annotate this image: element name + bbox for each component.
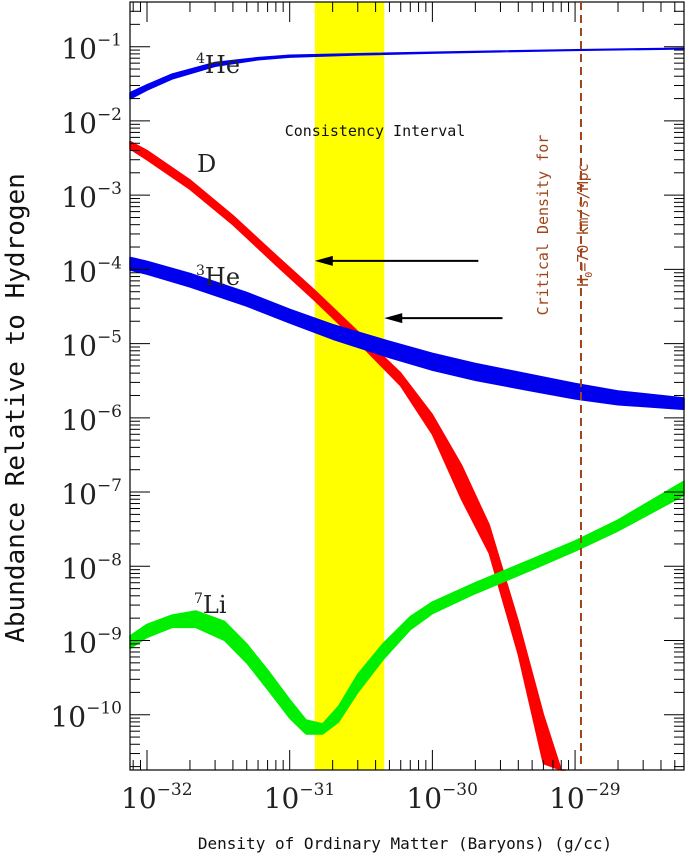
pointer-arrow-head <box>314 255 333 266</box>
band-label: Consistency Interval <box>285 122 466 140</box>
consistency-band-group <box>314 2 385 770</box>
y-tick-label: 10−8 <box>61 550 122 585</box>
critical-density-label-line2: H0=70 km/s/Mpc <box>574 163 595 286</box>
x-axis-title: Density of Ordinary Matter (Baryons) (g/… <box>198 834 612 853</box>
pointer-arrow-head <box>384 313 403 324</box>
x-tick-label: 10−32 <box>121 780 193 815</box>
y-tick-label: 10−7 <box>61 476 122 511</box>
x-tick-label: 10−30 <box>406 780 478 815</box>
critical-density-label-line1: Critical Density for <box>534 135 552 316</box>
y-tick-label: 10−6 <box>61 402 122 437</box>
x-tick-label: 10−31 <box>264 780 336 815</box>
y-tick-label: 10−4 <box>61 253 122 288</box>
y-tick-label: 10−3 <box>61 179 122 214</box>
annotations-group: 4He D 3He 7Li Critical Density for H0=70 km/s… <box>194 2 595 770</box>
y-axis-title: Abundance Relative to Hydrogen <box>1 173 31 643</box>
y-tick-label: 10−1 <box>61 31 122 66</box>
y-tick-label: 10−10 <box>50 699 122 734</box>
helium-4-label: 4He <box>196 51 240 79</box>
y-tick-label: 10−9 <box>61 624 122 659</box>
plot-frame-group: 10−32 10−31 10−30 10−29 10−1 10−2 10−3 10−4 10−5… <box>50 1 685 815</box>
lithium-7-label: 7Li <box>194 591 227 619</box>
x-tick-label: 10−29 <box>549 780 621 815</box>
deuterium-label: D <box>197 150 216 178</box>
plot-frame <box>129 1 685 771</box>
helium-3-label: 3He <box>196 263 240 291</box>
y-tick-label: 10−2 <box>61 105 122 140</box>
consistency-interval-band <box>314 2 385 770</box>
y-tick-label: 10−5 <box>61 328 122 363</box>
